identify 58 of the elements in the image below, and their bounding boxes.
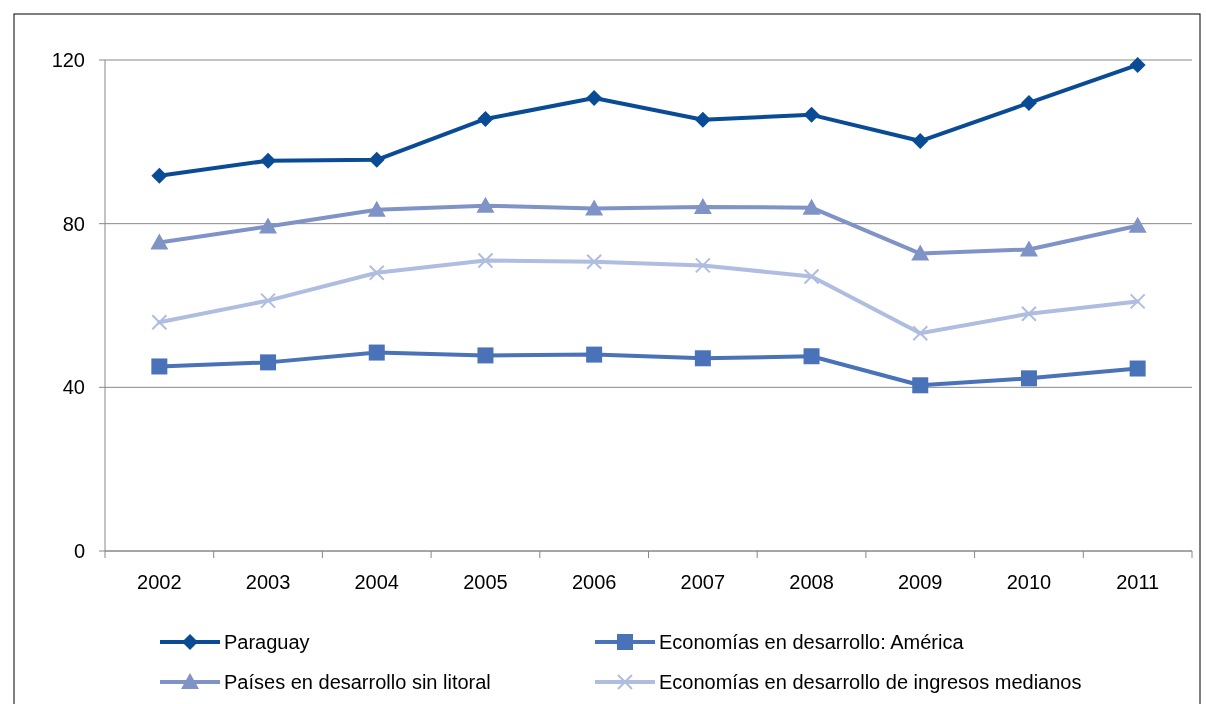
point — [803, 348, 820, 365]
point — [1129, 360, 1146, 377]
x-tick-label: 2002 — [137, 571, 182, 593]
point — [368, 264, 385, 281]
point — [476, 196, 495, 213]
x-tick-label: 2009 — [898, 571, 943, 593]
point — [911, 244, 930, 261]
point — [694, 111, 711, 128]
point — [151, 314, 168, 331]
point — [586, 346, 603, 363]
point — [259, 217, 278, 234]
point — [802, 198, 821, 215]
x-tick-label: 2004 — [354, 571, 399, 593]
legend-label: Paraguay — [224, 631, 310, 653]
point — [151, 167, 168, 184]
point — [1020, 370, 1037, 387]
point — [694, 350, 711, 367]
x-tick-label: 2011 — [1116, 571, 1160, 593]
point — [151, 358, 168, 375]
point — [368, 151, 385, 168]
point — [368, 344, 385, 361]
point — [1020, 305, 1037, 322]
point — [586, 253, 603, 270]
y-tick-label: 120 — [51, 49, 85, 71]
point — [150, 233, 169, 250]
x-tick-label: 2006 — [571, 571, 617, 593]
x-tick-label: 2010 — [1006, 571, 1052, 593]
point — [260, 354, 277, 371]
point — [1020, 94, 1037, 111]
point — [477, 347, 494, 364]
point — [912, 325, 929, 342]
point — [912, 133, 929, 150]
point — [803, 106, 820, 123]
point — [912, 377, 929, 394]
y-tick-label: 80 — [62, 212, 85, 235]
point — [694, 257, 711, 274]
legend-label: Países en desarrollo sin litoral — [224, 671, 491, 693]
point — [477, 252, 494, 269]
point — [260, 292, 277, 309]
legend-label: Economías en desarrollo: América — [659, 631, 965, 653]
y-tick-label: 0 — [73, 540, 85, 562]
legend-label: Economías en desarrollo de ingresos medianos — [659, 671, 1082, 693]
point — [260, 152, 277, 169]
point — [1129, 56, 1146, 73]
x-tick-label: 2007 — [680, 571, 726, 593]
point — [1129, 293, 1146, 310]
x-tick-label: 2008 — [789, 571, 834, 593]
point — [586, 90, 603, 107]
y-tick-label: 40 — [62, 376, 85, 399]
point — [1019, 240, 1038, 257]
point — [803, 268, 820, 285]
point — [367, 200, 386, 217]
x-tick-label: 2003 — [245, 571, 291, 593]
point — [1128, 216, 1147, 233]
x-tick-label: 2005 — [463, 571, 508, 593]
point — [693, 197, 712, 214]
point — [585, 199, 604, 216]
point — [477, 110, 494, 127]
